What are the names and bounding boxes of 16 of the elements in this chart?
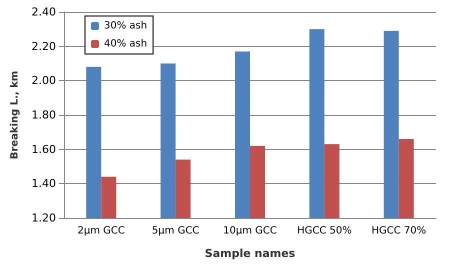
x-tick-label: 5µm GCC bbox=[152, 226, 200, 236]
legend-label: 30% ash bbox=[104, 20, 148, 32]
y-tick-label: 2.20 bbox=[32, 40, 56, 53]
x-tick-label: 2µm GCC bbox=[78, 226, 125, 236]
y-tick-label: 1.80 bbox=[32, 108, 56, 122]
x-tick-label: HGCC 50% bbox=[297, 226, 352, 236]
y-tick-label: 2.40 bbox=[32, 6, 56, 18]
x-tick-label: 10µm GCC bbox=[223, 226, 277, 236]
x-axis-title: Sample names bbox=[204, 247, 296, 260]
y-tick-label: 1.20 bbox=[32, 212, 56, 224]
y-tick-label: 1.40 bbox=[32, 177, 56, 190]
y-tick-label: 2.00 bbox=[32, 74, 56, 88]
legend-label: 40% ash bbox=[104, 38, 148, 50]
y-tick-label: 1.60 bbox=[32, 142, 56, 156]
y-axis-title: Breaking L., km bbox=[10, 70, 20, 160]
x-tick-label: HGCC 70% bbox=[371, 226, 426, 236]
